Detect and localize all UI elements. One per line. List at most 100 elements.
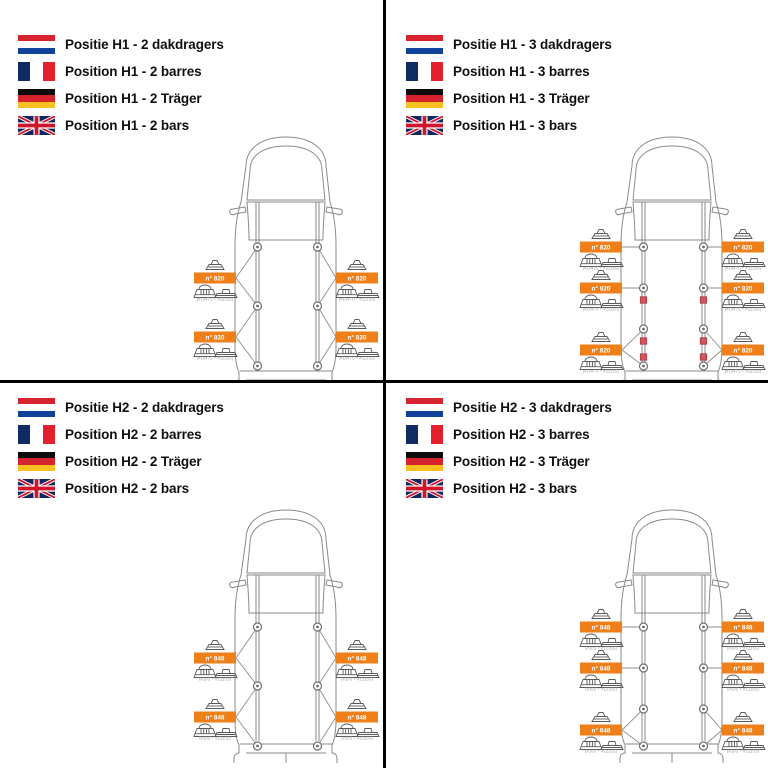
svg-text:(#10S + #1215S): (#10S + #1215S)	[585, 687, 617, 692]
legend-item-en: Position H1 - 2 bars	[18, 113, 224, 138]
netherlands-flag	[406, 35, 443, 54]
legend-bottom-left: Positie H2 - 2 dakdragers Position H2 - …	[18, 395, 224, 503]
svg-text:(#10S + #1215S): (#10S + #1215S)	[727, 749, 759, 754]
svg-text:n° 820: n° 820	[592, 244, 611, 252]
france-flag	[406, 62, 443, 81]
svg-text:n° 820: n° 820	[206, 334, 225, 342]
legend-item-nl: Positie H1 - 3 dakdragers	[406, 32, 612, 57]
svg-text:(#1047S + #1215S): (#1047S + #1215S)	[725, 307, 762, 312]
netherlands-flag	[18, 35, 55, 54]
united-kingdom-flag	[18, 116, 55, 135]
svg-text:n° 848: n° 848	[206, 714, 225, 722]
legend-item-fr: Position H1 - 2 barres	[18, 59, 224, 84]
legend-top-right: Positie H1 - 3 dakdragers Position H1 - …	[406, 32, 612, 140]
legend-top-left: Positie H1 - 2 dakdragers Position H1 - …	[18, 32, 224, 140]
legend-label-nl: Positie H1 - 3 dakdragers	[453, 37, 612, 52]
legend-bottom-right: Positie H2 - 3 dakdragers Position H2 - …	[406, 395, 612, 503]
car-diagram-h1-2bars: n° 820 (#1047S + #1215S) n° 820 (#1047S + #…	[188, 128, 383, 380]
svg-text:n° 848: n° 848	[734, 665, 753, 673]
legend-item-de: Position H2 - 2 Träger	[18, 449, 224, 474]
legend-label-nl: Positie H1 - 2 dakdragers	[65, 37, 224, 52]
svg-text:(#10S + #1215S): (#10S + #1215S)	[341, 677, 373, 682]
panel-top-left: Positie H1 - 2 dakdragers Position H1 - …	[0, 0, 383, 380]
legend-label-fr: Position H1 - 2 barres	[65, 64, 202, 79]
svg-text:n° 820: n° 820	[348, 334, 367, 342]
svg-text:n° 848: n° 848	[592, 727, 611, 735]
svg-text:(#10S + #1215S): (#10S + #1215S)	[199, 736, 231, 741]
france-flag	[18, 62, 55, 81]
legend-item-en: Position H1 - 3 bars	[406, 113, 612, 138]
svg-text:n° 820: n° 820	[592, 285, 611, 293]
svg-text:(#1047S + #1215S): (#1047S + #1215S)	[583, 266, 620, 271]
legend-label-nl: Positie H2 - 3 dakdragers	[453, 400, 612, 415]
car-diagram-h2-3bars: n° 848 (#10S + #1215S) n° 848 (#10S + #1215…	[574, 501, 768, 763]
legend-label-en: Position H2 - 3 bars	[453, 481, 578, 496]
svg-text:(#1047S + #1215S): (#1047S + #1215S)	[725, 266, 762, 271]
panel-bottom-right: Positie H2 - 3 dakdragers Position H2 - …	[386, 383, 768, 763]
legend-label-en: Position H2 - 2 bars	[65, 481, 190, 496]
legend-label-de: Position H2 - 3 Träger	[453, 454, 590, 469]
svg-text:n° 848: n° 848	[348, 655, 367, 663]
legend-label-fr: Position H2 - 3 barres	[453, 427, 590, 442]
svg-text:(#10S + #1215S): (#10S + #1215S)	[341, 736, 373, 741]
legend-item-fr: Position H2 - 2 barres	[18, 422, 224, 447]
svg-text:(#1047S + #1215S): (#1047S + #1215S)	[725, 369, 762, 374]
germany-flag	[18, 452, 55, 471]
svg-text:(#10S + #1215S): (#10S + #1215S)	[585, 646, 617, 651]
legend-label-nl: Positie H2 - 2 dakdragers	[65, 400, 224, 415]
legend-item-nl: Positie H2 - 3 dakdragers	[406, 395, 612, 420]
car-diagram-h1-3bars: n° 820 (#1047S + #1215S) n° 820 (#1047S + #…	[574, 128, 768, 380]
legend-item-de: Position H1 - 3 Träger	[406, 86, 612, 111]
panel-divider-vertical	[383, 0, 386, 768]
svg-text:n° 848: n° 848	[734, 624, 753, 632]
legend-item-en: Position H2 - 2 bars	[18, 476, 224, 501]
svg-text:n° 848: n° 848	[734, 727, 753, 735]
legend-item-fr: Position H1 - 3 barres	[406, 59, 612, 84]
legend-item-fr: Position H2 - 3 barres	[406, 422, 612, 447]
svg-text:n° 848: n° 848	[592, 665, 611, 673]
legend-label-en: Position H1 - 3 bars	[453, 118, 578, 133]
svg-text:(#1047S + #1215S): (#1047S + #1215S)	[583, 369, 620, 374]
legend-label-en: Position H1 - 2 bars	[65, 118, 190, 133]
svg-text:n° 820: n° 820	[592, 347, 611, 355]
svg-text:(#10S + #1215S): (#10S + #1215S)	[199, 677, 231, 682]
legend-label-de: Position H1 - 2 Träger	[65, 91, 202, 106]
svg-text:n° 820: n° 820	[734, 244, 753, 252]
panel-bottom-left: Positie H2 - 2 dakdragers Position H2 - …	[0, 383, 383, 763]
legend-label-de: Position H1 - 3 Träger	[453, 91, 590, 106]
svg-text:n° 820: n° 820	[734, 347, 753, 355]
netherlands-flag	[406, 398, 443, 417]
germany-flag	[406, 89, 443, 108]
svg-text:(#10S + #1215S): (#10S + #1215S)	[585, 749, 617, 754]
legend-label-fr: Position H1 - 3 barres	[453, 64, 590, 79]
netherlands-flag	[18, 398, 55, 417]
svg-text:n° 820: n° 820	[734, 285, 753, 293]
panel-divider-horizontal	[0, 380, 768, 383]
svg-text:(#10S + #1215S): (#10S + #1215S)	[727, 646, 759, 651]
svg-text:n° 820: n° 820	[206, 275, 225, 283]
united-kingdom-flag	[406, 479, 443, 498]
united-kingdom-flag	[406, 116, 443, 135]
legend-item-de: Position H1 - 2 Träger	[18, 86, 224, 111]
svg-text:n° 820: n° 820	[348, 275, 367, 283]
svg-text:(#1047S + #1215S): (#1047S + #1215S)	[583, 307, 620, 312]
car-diagram-h2-2bars: n° 848 (#10S + #1215S) n° 848 (#10S + #1215…	[188, 501, 383, 763]
legend-item-nl: Positie H2 - 2 dakdragers	[18, 395, 224, 420]
svg-text:n° 848: n° 848	[206, 655, 225, 663]
svg-text:n° 848: n° 848	[348, 714, 367, 722]
france-flag	[406, 425, 443, 444]
germany-flag	[18, 89, 55, 108]
germany-flag	[406, 452, 443, 471]
legend-item-en: Position H2 - 3 bars	[406, 476, 612, 501]
legend-label-de: Position H2 - 2 Träger	[65, 454, 202, 469]
svg-text:(#1047S + #1215S): (#1047S + #1215S)	[339, 297, 376, 302]
legend-item-de: Position H2 - 3 Träger	[406, 449, 612, 474]
legend-item-nl: Positie H1 - 2 dakdragers	[18, 32, 224, 57]
svg-text:(#1047S + #1215S): (#1047S + #1215S)	[339, 356, 376, 361]
svg-text:(#1047S + #1215S): (#1047S + #1215S)	[197, 356, 234, 361]
panel-top-right: Positie H1 - 3 dakdragers Position H1 - …	[386, 0, 768, 380]
svg-text:(#1047S + #1215S): (#1047S + #1215S)	[197, 297, 234, 302]
svg-text:n° 848: n° 848	[592, 624, 611, 632]
france-flag	[18, 425, 55, 444]
